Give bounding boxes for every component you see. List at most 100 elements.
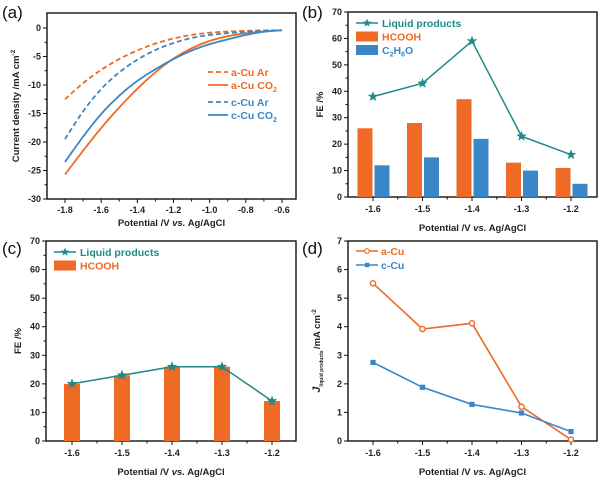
y-tick-label: 10 xyxy=(332,166,342,176)
y-axis-title-sup: -2 xyxy=(10,49,17,55)
bar-hcooh xyxy=(555,167,571,197)
marker-a-cu xyxy=(468,319,476,327)
x-axis-title: Potential /V vs. Ag/AgCl xyxy=(419,223,526,234)
bar-c2h6o xyxy=(374,165,390,197)
x-axis-title-part: Ag/AgCl xyxy=(185,218,225,229)
y-tick-label: 10 xyxy=(30,407,40,417)
panel-label: (b) xyxy=(302,3,323,22)
x-tick-label: -1.8 xyxy=(57,205,73,215)
y-tick-label: 5 xyxy=(337,293,342,303)
bar-c2h6o xyxy=(424,157,439,197)
legend-label: a-Cu CO2 xyxy=(231,80,277,94)
liquid-products-star-marker xyxy=(266,395,278,406)
legend-star-icon xyxy=(60,247,70,256)
legend-star-icon xyxy=(362,18,372,27)
y-tick-label: -15 xyxy=(28,109,41,119)
bar-c2h6o xyxy=(572,183,588,197)
y-tick-label: 2 xyxy=(337,379,342,389)
y-axis-title-sub: liquid products xyxy=(319,349,325,387)
y-tick-label: 0 xyxy=(337,192,342,202)
y-axis-title: FE /% xyxy=(315,91,326,117)
legend-label: a-Cu Ar xyxy=(231,67,269,79)
marker-a-cu xyxy=(567,436,575,443)
liquid-products-star-marker xyxy=(216,361,228,372)
legend-label: c-Cu CO2 xyxy=(231,110,277,124)
legend-label: c-Cu xyxy=(381,260,404,272)
bar-hcooh xyxy=(456,99,472,197)
y-axis-title: FE /% xyxy=(13,328,24,354)
x-tick-label: -1.4 xyxy=(464,448,480,458)
y-tick-label: 7 xyxy=(337,236,342,246)
legend-label-text: c-Cu Ar xyxy=(231,97,269,109)
x-axis-title-part: Potential /V xyxy=(419,467,473,478)
panel-d: -1.6 -1.5 -1.4 -1.3 -1.2 0 1 2 3 4 5 6 7 a-Cu c-Cu Pote… xyxy=(311,236,598,478)
marker-c-cu xyxy=(419,384,426,390)
x-tick-label: -0.8 xyxy=(238,205,254,215)
y-tick-label: -5 xyxy=(33,52,41,62)
bar-hcooh xyxy=(357,128,373,197)
y-tick-label: 60 xyxy=(30,265,40,275)
plot-frame xyxy=(46,12,297,200)
liquid-products-star-marker xyxy=(66,378,78,389)
x-tick-label: -1.3 xyxy=(214,448,230,458)
marker-c-cu xyxy=(568,428,574,435)
x-tick-label: -1.5 xyxy=(415,448,431,458)
liquid-products-star-marker xyxy=(466,35,478,46)
legend-swatch-bar xyxy=(54,260,76,271)
y-tick-label: 0 xyxy=(36,23,41,33)
legend-label-text: a-Cu Ar xyxy=(231,67,269,79)
x-tick-label: -1.2 xyxy=(563,448,579,458)
legend-label: Liquid products xyxy=(80,247,159,259)
x-axis-title-part: Potential /V xyxy=(117,467,171,478)
y-tick-label: 6 xyxy=(337,265,342,275)
x-axis-title-italic: vs. xyxy=(172,467,185,478)
liquid-products-star-marker xyxy=(565,149,577,160)
y-tick-label: 70 xyxy=(332,7,342,17)
legend-label-text: c-Cu CO xyxy=(231,110,273,122)
x-axis-title-italic: vs. xyxy=(473,467,486,478)
marker-c-cu xyxy=(469,401,475,408)
legend-swatch-bar xyxy=(356,45,378,55)
y-tick-label: 4 xyxy=(337,322,342,332)
panel-c: -1.6 -1.5 -1.4 -1.3 -1.2 0 10 20 30 40 50 60 70 Liqui… xyxy=(13,236,297,478)
x-axis-title: Potential /V vs. Ag/AgCl xyxy=(117,467,224,478)
legend-label: a-Cu xyxy=(381,246,404,258)
y-tick-label: 20 xyxy=(332,139,342,149)
x-axis-title: Potential /V vs. Ag/AgCl xyxy=(118,218,225,229)
y-tick-label: 40 xyxy=(30,322,40,332)
y-tick-label: 30 xyxy=(332,113,342,123)
y-tick-label: -10 xyxy=(28,80,41,90)
legend-label: HCOOH xyxy=(382,32,421,44)
y-axis-title-sup: -2 xyxy=(311,309,318,315)
series-line-a-cu-ar xyxy=(64,29,282,100)
x-tick-label: -1.6 xyxy=(64,448,80,458)
x-tick-label: -1.4 xyxy=(464,204,480,214)
x-tick-label: -0.6 xyxy=(274,205,290,215)
x-tick-label: -1.0 xyxy=(202,205,218,215)
series-line-a-cu-co2 xyxy=(64,29,283,176)
y-tick-label: 3 xyxy=(337,350,342,360)
legend-label: HCOOH xyxy=(80,261,119,273)
x-tick-label: -1.3 xyxy=(514,448,530,458)
y-axis-title-main: J xyxy=(311,386,323,393)
x-tick-label: -1.5 xyxy=(114,448,130,458)
legend-label-text: a-Cu CO xyxy=(231,80,273,92)
panel-label: (d) xyxy=(302,239,323,258)
legend-label-sub: 2 xyxy=(273,87,277,94)
marker-a-cu xyxy=(419,325,426,333)
y-tick-label: 0 xyxy=(35,436,40,446)
y-tick-label: 50 xyxy=(332,60,342,70)
legend-label-sub: 6 xyxy=(401,52,405,59)
panel-label: (c) xyxy=(2,239,22,258)
liquid-products-star-marker xyxy=(166,361,178,372)
y-tick-label: 60 xyxy=(332,33,342,43)
y-axis-title: Jliquid products /mA cm-2 xyxy=(311,309,325,393)
legend-label-text: C xyxy=(382,45,390,57)
y-axis-title: Current density /mA cm-2 xyxy=(10,49,22,162)
y-tick-label: 40 xyxy=(332,86,342,96)
legend-label: c-Cu Ar xyxy=(231,97,269,109)
x-axis-title-italic: vs. xyxy=(172,218,185,229)
marker-a-cu xyxy=(518,403,525,411)
x-tick-label: -1.4 xyxy=(130,205,146,215)
